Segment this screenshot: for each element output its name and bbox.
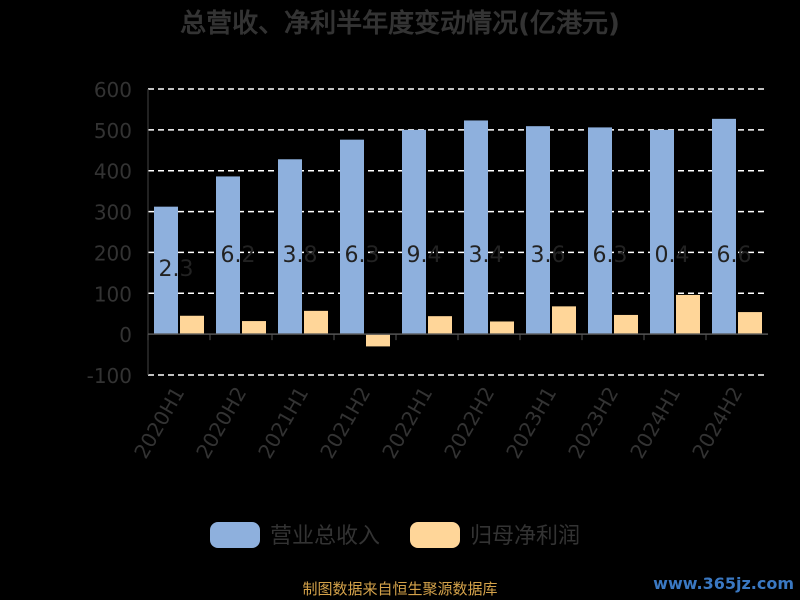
y-tick-label: 100 <box>94 282 132 306</box>
data-label: 3.4 <box>469 243 504 268</box>
x-tick-label: 2024H1 <box>625 383 685 463</box>
bar-revenue <box>650 129 674 335</box>
data-label: 0.4 <box>655 243 690 268</box>
data-label: 6.3 <box>345 243 380 268</box>
grid-lines <box>148 88 768 376</box>
bar-profit <box>366 334 390 347</box>
y-tick-label: 400 <box>94 160 132 184</box>
bar-revenue <box>712 118 736 335</box>
bars <box>154 118 762 347</box>
chart-title: 总营收、净利半年度变动情况(亿港元) <box>180 8 620 39</box>
bar-profit <box>428 316 452 335</box>
x-tick-label: 2023H1 <box>501 383 561 463</box>
data-label: 3.6 <box>531 243 566 268</box>
y-tick-label: 300 <box>94 201 132 225</box>
x-tick-label: 2021H2 <box>315 383 375 463</box>
y-tick-label: 0 <box>119 323 132 347</box>
bar-profit <box>304 310 328 335</box>
legend-swatch <box>210 522 260 548</box>
bar-profit <box>552 306 576 335</box>
y-tick-label: 600 <box>94 78 132 102</box>
bar-revenue <box>154 206 178 335</box>
watermark: www.365jz.com <box>653 574 794 593</box>
data-label: 6.2 <box>221 243 256 268</box>
bar-revenue <box>464 120 488 335</box>
data-label: 6.6 <box>717 243 752 268</box>
bar-profit <box>242 321 266 335</box>
data-label: 6.3 <box>593 243 628 268</box>
source-note: 制图数据来自恒生聚源数据库 <box>302 580 498 598</box>
bar-labels: 2.3 6.2 3.8 6.3 9.4 3.4 3.6 6.3 0.4 6.6 <box>159 243 752 282</box>
bar-revenue <box>402 129 426 335</box>
legend-label: 归母净利润 <box>470 524 580 549</box>
bar-profit <box>180 315 204 335</box>
y-tick-label: 500 <box>94 119 132 143</box>
bar-profit <box>676 294 700 335</box>
legend-swatch <box>410 522 460 548</box>
bar-profit <box>614 314 638 335</box>
data-label: 2.3 <box>159 257 194 282</box>
x-tick-label: 2023H2 <box>563 383 623 463</box>
bar-profit <box>738 312 762 335</box>
data-label: 3.8 <box>283 243 318 268</box>
bar-revenue <box>588 127 612 335</box>
x-tick-label: 2020H2 <box>191 383 251 463</box>
data-label: 9.4 <box>407 243 442 268</box>
bar-revenue <box>340 139 364 335</box>
x-tick-label: 2022H2 <box>439 383 499 463</box>
bar-revenue <box>526 126 550 335</box>
bar-profit <box>490 321 514 335</box>
legend[interactable]: 营业总收入 归母净利润 <box>210 522 580 549</box>
x-tick-label: 2021H1 <box>253 383 313 463</box>
y-tick-label: -100 <box>87 364 132 388</box>
x-tick-label: 2024H2 <box>687 383 747 463</box>
bar-revenue <box>278 159 302 335</box>
bar-revenue <box>216 176 240 335</box>
legend-label: 营业总收入 <box>270 524 380 549</box>
x-tick-label: 2020H1 <box>129 383 189 463</box>
y-tick-label: 200 <box>94 241 132 265</box>
x-tick-label: 2022H1 <box>377 383 437 463</box>
